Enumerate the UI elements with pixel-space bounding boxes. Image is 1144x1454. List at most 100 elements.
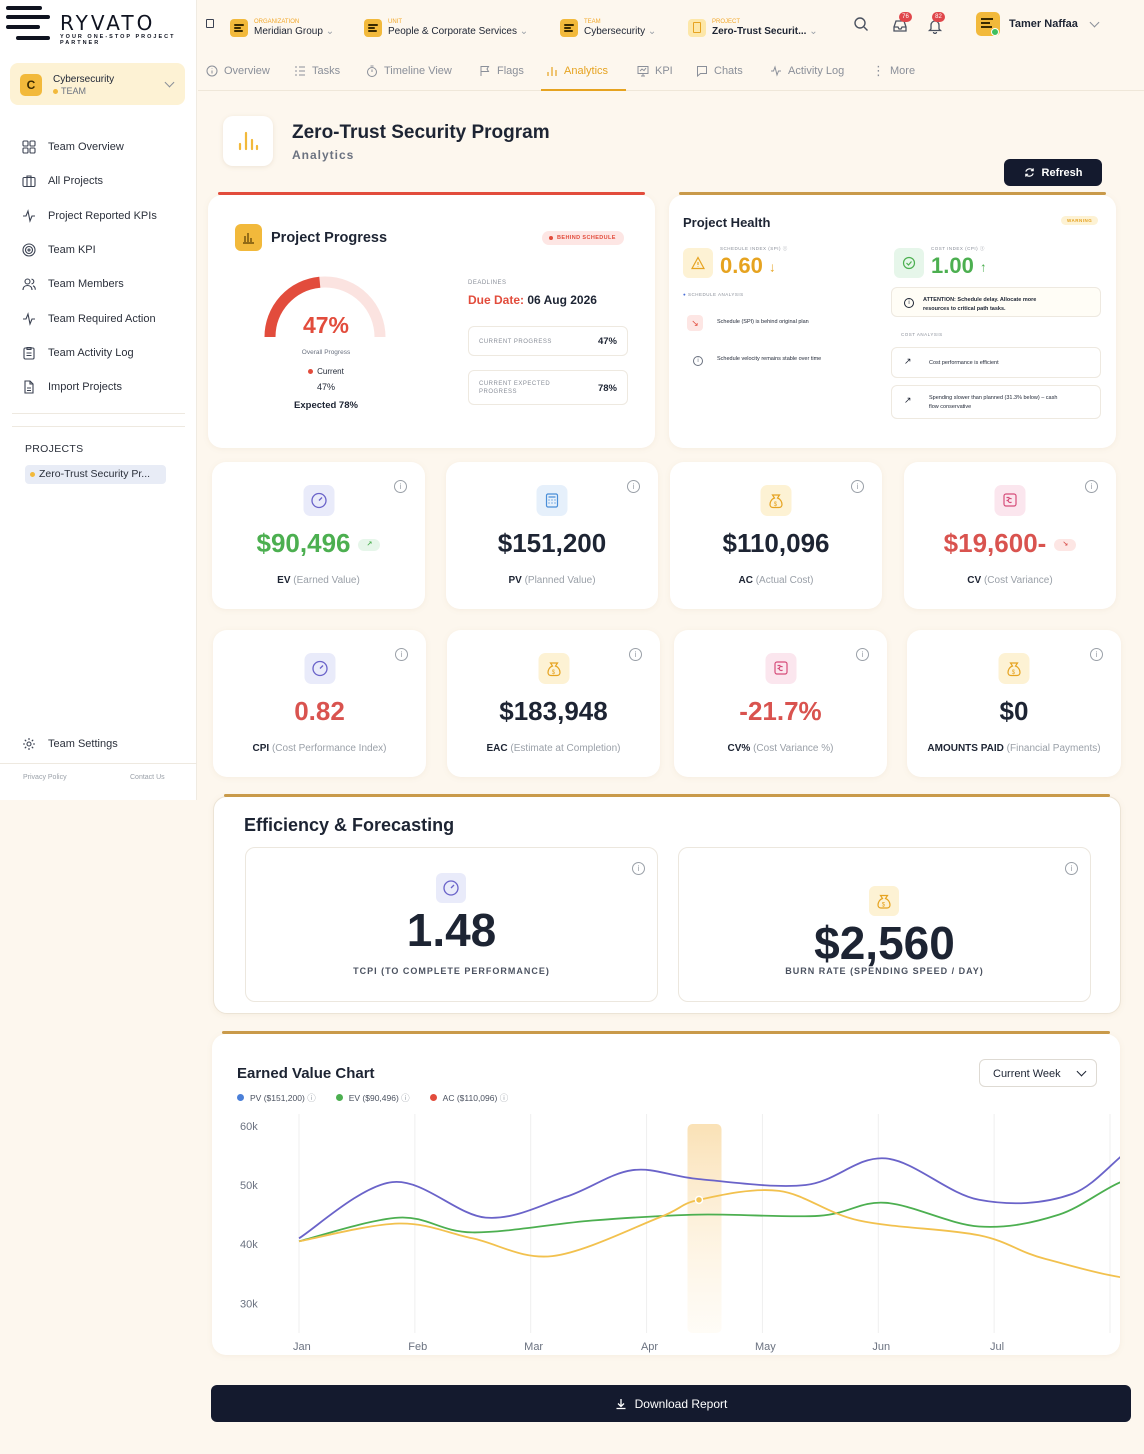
bar-chart-icon (243, 233, 254, 244)
sidebar-item-label: Team KPI (48, 244, 96, 256)
breadcrumb-value: Cybersecurity ⌄ (584, 25, 657, 37)
legend-current: Current (276, 367, 376, 376)
y-tick-label: 40k (240, 1239, 258, 1251)
sidebar-item-team-required-action[interactable]: Team Required Action (22, 309, 156, 329)
trend-up-icon: ↗ (904, 356, 912, 366)
progress-gauge (264, 276, 386, 338)
sidebar-item-all-projects[interactable]: All Projects (22, 171, 103, 191)
info-icon[interactable]: i (394, 480, 407, 493)
metric-label: CV% (Cost Variance %) (727, 743, 834, 754)
project-progress-card: Project Progress BEHIND SCHEDULE 47% Ove… (208, 192, 655, 448)
row-label: CURRENT PROGRESS (479, 339, 552, 345)
metric-label: AC (Actual Cost) (738, 575, 814, 586)
brand-logo[interactable]: RYVATO YOUR ONE-STOP PROJECT PARTNER (0, 0, 197, 52)
period-select[interactable]: Current Week (979, 1059, 1097, 1087)
grid-icon (22, 140, 36, 154)
sidebar-item-label: Import Projects (48, 381, 122, 393)
svg-text:$: $ (774, 502, 778, 508)
sidebar-item-project-reported-kpis[interactable]: Project Reported KPIs (22, 206, 157, 226)
legend-item-ev[interactable]: EV ($90,496) ⓘ (335, 1092, 410, 1104)
info-icon[interactable]: i (632, 862, 645, 875)
tab-chats[interactable]: Chats (696, 62, 743, 80)
sidebar-item-label: Team Activity Log (48, 347, 134, 359)
metric-card-ev: i $90,496 ↗ EV (Earned Value) (212, 462, 425, 609)
burn-rate-label: BURN RATE (SPENDING SPEED / DAY) (785, 966, 984, 976)
arrow-up-icon: ↑ (979, 259, 987, 275)
earned-value-line-chart: 30k 40k 50k 60k Jan Feb Mar Apr May Jun Jul (240, 1114, 1120, 1353)
sidebar-project-item[interactable]: Zero-Trust Security Pr... (25, 465, 166, 484)
tab-overview[interactable]: Overview (206, 62, 270, 80)
page-title: Zero-Trust Security Program (292, 122, 550, 143)
tab-analytics[interactable]: Analytics (546, 62, 608, 80)
current-value: 47% (316, 382, 335, 392)
tab-tasks[interactable]: Tasks (294, 62, 340, 80)
users-icon (22, 278, 36, 291)
contact-us-link[interactable]: Contact Us (130, 774, 165, 781)
tab-kpi[interactable]: KPI (637, 62, 673, 80)
briefcase-icon (22, 175, 36, 188)
tab-flags[interactable]: Flags (479, 62, 524, 80)
info-icon[interactable]: i (1090, 648, 1103, 661)
metric-card-pv: i $151,200 PV (Planned Value) (446, 462, 658, 609)
team-settings-link[interactable]: Team Settings (22, 734, 118, 754)
spi-icon (683, 248, 713, 278)
x-tick-label: Feb (408, 1341, 427, 1353)
info-icon[interactable]: i (856, 648, 869, 661)
breadcrumb-project[interactable]: PROJECT Zero-Trust Securit... ⌄ (688, 16, 818, 40)
sidebar-item-team-members[interactable]: Team Members (22, 274, 124, 294)
period-select-value: Current Week (993, 1068, 1061, 1080)
sidebar-item-import-projects[interactable]: Import Projects (22, 377, 122, 397)
gauge-icon (436, 873, 466, 903)
search-icon[interactable] (853, 16, 869, 32)
burn-rate-card: $ i $2,560 BURN RATE (SPENDING SPEED / D… (678, 847, 1091, 1002)
breadcrumb-team[interactable]: TEAM Cybersecurity ⌄ (560, 16, 656, 40)
analysis-text: Spending slower than planned (31.3% belo… (929, 395, 1058, 410)
info-icon[interactable]: i (395, 648, 408, 661)
privacy-policy-link[interactable]: Privacy Policy (23, 774, 67, 781)
metric-value: $0 (999, 696, 1029, 726)
breadcrumb-organization[interactable]: ORGANIZATION Meridian Group ⌄ (230, 16, 334, 40)
refresh-icon (1024, 168, 1034, 177)
refresh-button[interactable]: Refresh (1004, 159, 1102, 186)
sidebar-toggle-icon[interactable] (206, 19, 214, 28)
unit-icon (364, 19, 382, 37)
info-icon[interactable]: i (627, 480, 640, 493)
tcpi-value: 1.48 (406, 904, 497, 956)
team-switcher-type: TEAM (53, 86, 86, 96)
tasks-notifications-button[interactable]: 76 (891, 12, 912, 35)
trend-up-icon: ↗ (904, 395, 912, 405)
row-label: CURRENT EXPECTED PROGRESS (479, 381, 551, 395)
info-icon[interactable]: i (1085, 480, 1098, 493)
sidebar-item-label: Team Members (48, 278, 124, 290)
tab-timeline-view[interactable]: Timeline View (366, 62, 452, 80)
alerts-notifications-button[interactable]: 82 (926, 12, 946, 35)
sidebar-item-team-kpi[interactable]: Team KPI (22, 240, 96, 260)
legend-item-ac[interactable]: AC ($110,096) ⓘ (429, 1092, 508, 1104)
warning-icon (691, 256, 705, 270)
analysis-text: Schedule (SPI) is behind original plan (717, 319, 809, 325)
download-report-label: Download Report (634, 1396, 728, 1411)
online-status-dot (991, 28, 999, 36)
cpi-icon (894, 248, 924, 278)
sidebar-item-team-activity-log[interactable]: Team Activity Log (22, 343, 134, 363)
legend-item-pv[interactable]: PV ($151,200) ⓘ (237, 1092, 316, 1104)
user-menu[interactable]: Tamer Naffaa (976, 12, 1106, 38)
tab-activity-log[interactable]: Activity Log (770, 62, 844, 80)
info-icon[interactable]: i (1065, 862, 1078, 875)
info-circle-icon (206, 65, 218, 77)
sidebar-item-team-overview[interactable]: Team Overview (22, 137, 124, 157)
svg-text:$: $ (882, 903, 886, 909)
pulse-icon (23, 312, 35, 326)
expected-value: Expected 78% (294, 400, 358, 411)
breadcrumb-unit[interactable]: UNIT People & Corporate Services ⌄ (364, 16, 528, 40)
info-icon[interactable]: i (851, 480, 864, 493)
download-report-button[interactable]: Download Report (211, 1385, 1131, 1422)
metric-label: CPI (Cost Performance Index) (252, 743, 387, 754)
sidebar-item-label: Team Settings (48, 738, 118, 750)
user-name: Tamer Naffaa (1009, 18, 1078, 30)
hover-point-marker (694, 1195, 704, 1205)
info-icon[interactable]: i (629, 648, 642, 661)
team-switcher[interactable]: C Cybersecurity TEAM (10, 63, 185, 105)
cost-analysis-label: COST ANALYSIS (901, 332, 943, 337)
tab-more[interactable]: ⋮ More (872, 62, 915, 80)
